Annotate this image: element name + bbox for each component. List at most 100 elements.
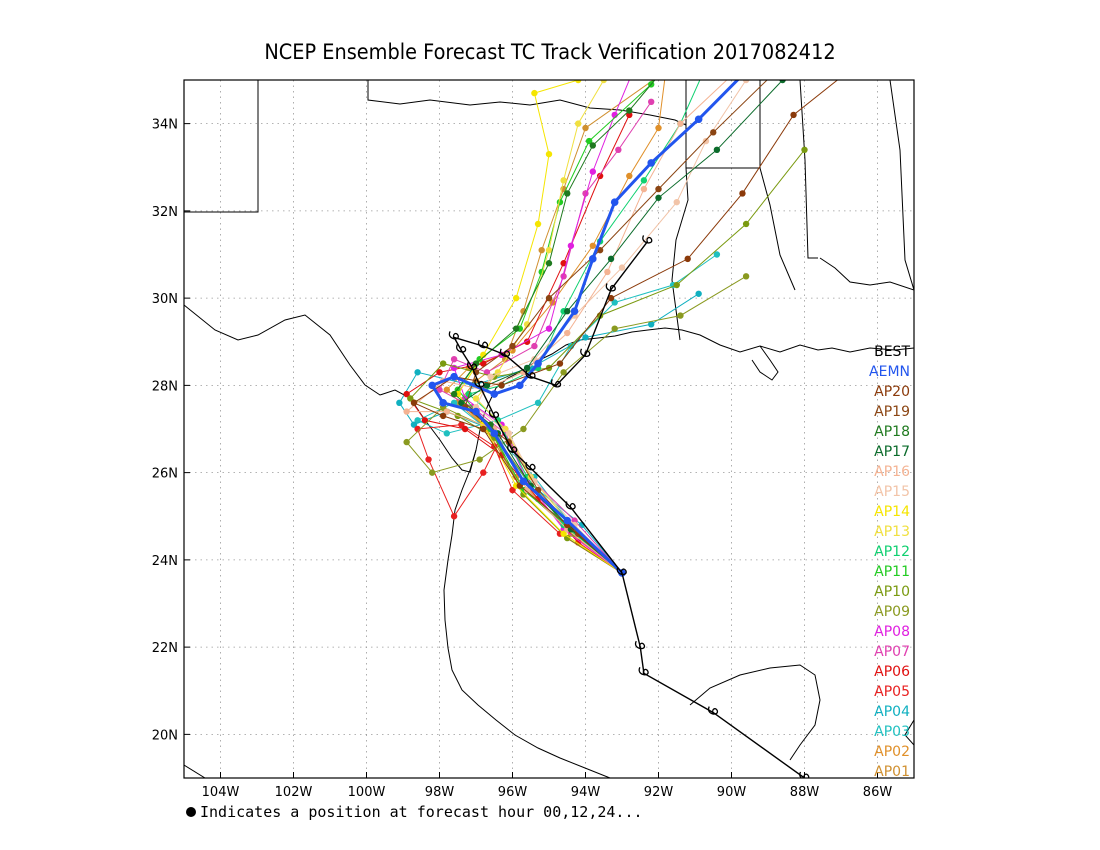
- track-ap06-position: [403, 390, 410, 398]
- track-best: [449, 235, 808, 778]
- track-ap06-position: [436, 369, 443, 376]
- track-ap02-position: [443, 386, 450, 393]
- track-aemn-position: [647, 159, 655, 167]
- florida-coastline: [819, 257, 914, 291]
- map-title: NCEP Ensemble Forecast TC Track Verifica…: [264, 40, 836, 64]
- lon-ticks: 104W 102W 100W 98W 96W 94W 92W 90W 88W 86W: [202, 772, 892, 800]
- track-ap13-position: [545, 246, 553, 254]
- legend-item-ap06: AP06: [874, 664, 910, 680]
- lon-tick-label: 90W: [717, 785, 747, 800]
- legend-item-ap05: AP05: [874, 684, 910, 700]
- track-ap06-position: [498, 451, 505, 459]
- track-ap11-position: [666, 42, 672, 48]
- track-aemn-position: [490, 390, 499, 398]
- track-ap04-position: [648, 321, 655, 328]
- hurricane-symbol-icon: [709, 707, 718, 719]
- lon-tick-label: 98W: [425, 785, 455, 800]
- footnote: Indicates a position at forecast hour 00…: [186, 803, 643, 821]
- track-ap15-position: [505, 430, 513, 437]
- track-ap12-position: [640, 177, 648, 184]
- track-aemn-position: [563, 516, 572, 525]
- track-ap07-position: [531, 342, 538, 350]
- track-ap18-line: [453, 80, 656, 574]
- track-ap09-position: [403, 438, 410, 446]
- track-ap15-position: [742, 80, 750, 84]
- track-ap05-position: [480, 469, 487, 476]
- track-ap01-position: [681, 55, 687, 61]
- track-ap02-position: [663, 68, 669, 74]
- track-ap18-position: [512, 325, 520, 332]
- track-ap16-position: [677, 120, 684, 127]
- track-ap14-position: [575, 80, 582, 84]
- track-ap10-position: [564, 534, 571, 542]
- track-aemn-position: [589, 255, 597, 263]
- track-ap10-line: [409, 149, 805, 574]
- track-ap09-position: [611, 325, 618, 332]
- track-ap09-position: [677, 312, 684, 319]
- lat-tick-label: 34N: [152, 118, 178, 133]
- track-ap03-position: [611, 299, 618, 306]
- track-ap20-position: [790, 111, 797, 119]
- track-ap09-position: [429, 469, 436, 476]
- track-ap07-position: [483, 369, 491, 376]
- track-ap18-position: [589, 142, 596, 149]
- track-ap08-position: [567, 242, 575, 249]
- track-ap01-position: [520, 308, 527, 315]
- track-ap13-position: [502, 425, 509, 433]
- lon-tick-label: 104W: [202, 785, 240, 800]
- track-ap19-position: [768, 72, 774, 78]
- lat-tick-label: 32N: [152, 205, 178, 220]
- lat-tick-label: 22N: [152, 641, 178, 656]
- track-ap04: [396, 290, 702, 577]
- lat-tick-label: 26N: [152, 467, 178, 482]
- state-border-ok-tx: [367, 80, 687, 126]
- track-ap01-position: [582, 124, 589, 132]
- track-ap20-position: [498, 382, 505, 389]
- cuba-coastline: [904, 719, 914, 746]
- legend-item-ap16: AP16: [874, 464, 910, 480]
- track-ap17-line: [460, 80, 785, 574]
- track-ap17: [458, 80, 786, 577]
- track-ap06-position: [596, 172, 604, 180]
- mexico-coastline: [443, 449, 611, 778]
- track-ap15-position: [531, 478, 538, 485]
- track-aemn-position: [439, 399, 447, 407]
- legend-item-ap04: AP04: [874, 704, 910, 720]
- track-ap19-position: [545, 294, 553, 302]
- track-ap16-position: [728, 72, 734, 78]
- lon-tick-label: 102W: [275, 785, 313, 800]
- legend-item-best: BEST: [874, 344, 910, 360]
- track-ap13-position: [600, 80, 607, 84]
- track-aemn-position: [694, 115, 703, 124]
- track-ap04-position: [410, 421, 418, 428]
- track-ap06-position: [421, 417, 429, 424]
- legend-item-ap18: AP18: [874, 424, 910, 440]
- track-ap10-position: [673, 281, 680, 289]
- track-ap01-position: [538, 246, 545, 254]
- track-ap07-position: [615, 146, 622, 153]
- track-aemn-position: [490, 429, 499, 438]
- track-aemn-position: [472, 407, 480, 416]
- track-ap03-position: [534, 399, 542, 407]
- track-ap11-position: [585, 137, 593, 145]
- track-ap04-position: [695, 290, 702, 297]
- track-ap19-position: [655, 185, 662, 193]
- track-ap18-position: [564, 190, 571, 197]
- footnote-text: Indicates a position at forecast hour 00…: [200, 803, 643, 821]
- track-ap11-line: [457, 80, 654, 574]
- track-ap14-position: [531, 89, 538, 97]
- track-ap14-position: [512, 294, 520, 302]
- track-ap17-position: [655, 194, 662, 201]
- legend-item-ap10: AP10: [874, 584, 910, 600]
- track-ap16-position: [403, 408, 410, 415]
- lon-tick-label: 100W: [348, 785, 386, 800]
- track-ap18-position: [450, 390, 458, 398]
- lat-tick-label: 20N: [152, 728, 178, 743]
- track-ap04-position: [582, 334, 589, 341]
- track-best-line: [452, 240, 805, 778]
- track-aemn-position: [610, 198, 619, 206]
- lon-tick-label: 88W: [790, 785, 820, 800]
- track-ap19-position: [710, 129, 717, 136]
- track-ap20-position: [410, 399, 418, 407]
